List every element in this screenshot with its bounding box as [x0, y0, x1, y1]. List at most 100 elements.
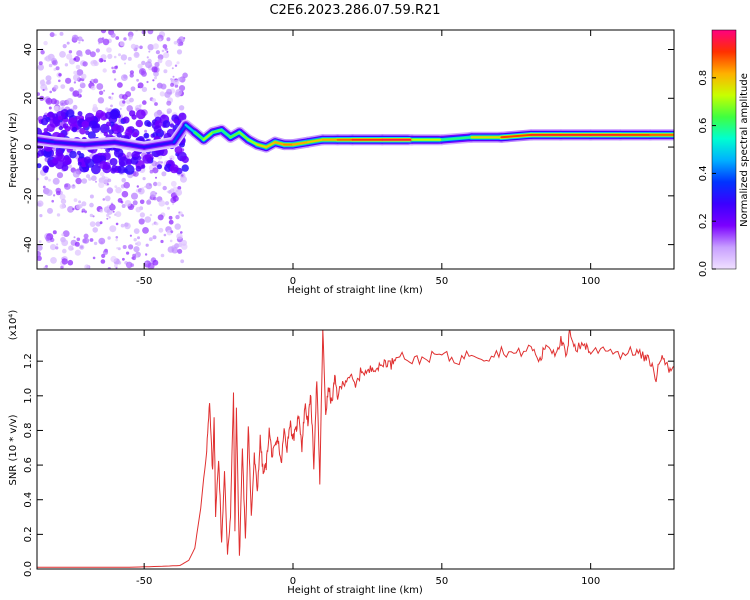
spectrogram-x-label: Height of straight line (km) — [287, 285, 423, 296]
noise-cell — [147, 30, 154, 35]
noise-core-cell — [173, 118, 179, 124]
noise-cell — [112, 69, 116, 74]
noise-core-cell — [66, 109, 75, 118]
noise-cell — [162, 185, 167, 191]
noise-cell — [108, 216, 111, 219]
noise-cell — [59, 51, 66, 58]
noise-cell — [106, 213, 110, 217]
ridge-segment — [172, 124, 187, 144]
noise-cell — [50, 98, 57, 105]
noise-cell — [139, 104, 142, 107]
noise-cell — [119, 41, 125, 47]
noise-cell — [115, 36, 120, 40]
noise-cell — [154, 61, 160, 68]
x-tick-label: -50 — [136, 276, 152, 287]
noise-cell — [56, 213, 61, 217]
noise-cell — [108, 96, 112, 99]
noise-cell — [104, 195, 111, 202]
noise-cell — [77, 88, 83, 94]
noise-cell — [81, 178, 88, 184]
noise-cell — [85, 49, 91, 55]
noise-cell — [114, 263, 118, 268]
noise-cell — [135, 206, 142, 213]
noise-cell — [92, 103, 98, 109]
noise-cell — [153, 111, 161, 118]
noise-cell — [170, 230, 174, 234]
noise-cell — [89, 221, 96, 228]
colorbar-tick-label: 0.2 — [698, 213, 709, 229]
noise-cell — [141, 60, 146, 66]
noise-cell — [64, 63, 69, 67]
x-tick-label: 0 — [290, 276, 296, 287]
noise-cell — [137, 236, 140, 240]
noise-cell — [162, 44, 168, 49]
noise-cell — [151, 66, 158, 73]
noise-cell — [152, 167, 159, 174]
noise-cell — [133, 228, 140, 235]
noise-cell — [47, 207, 53, 214]
noise-core-cell — [111, 165, 119, 172]
ridge-segment — [265, 141, 277, 149]
noise-core-cell — [84, 112, 95, 123]
noise-cell — [95, 180, 97, 183]
noise-core-cell — [131, 114, 137, 120]
noise-cell — [182, 72, 188, 79]
noise-cell — [158, 227, 164, 233]
y-tick-label: 0.0 — [23, 561, 34, 577]
snr-y-axis: 0.0 0.2 0.4 0.6 0.8 1.0 1.2 — [23, 353, 674, 577]
noise-cell — [129, 234, 132, 237]
noise-cell — [126, 251, 130, 255]
noise-core-cell — [124, 164, 135, 175]
noise-cell — [131, 192, 138, 200]
noise-cell — [154, 76, 157, 80]
noise-cell — [58, 79, 61, 83]
colorbar: 0.0 0.2 0.4 0.6 0.8 Normalized spectral ampl… — [698, 29, 750, 277]
noise-cell — [142, 177, 146, 181]
noise-cell — [100, 30, 107, 34]
noise-cell — [79, 53, 83, 57]
colorbar-tick-label: 0.8 — [698, 70, 709, 86]
noise-cell — [68, 164, 73, 169]
noise-cell — [76, 237, 81, 242]
noise-cell — [49, 90, 52, 94]
noise-cell — [122, 100, 126, 104]
noise-cell — [177, 248, 183, 254]
noise-cell — [62, 230, 70, 238]
noise-cell — [75, 64, 81, 70]
noise-cell — [111, 92, 114, 95]
noise-cell — [172, 75, 175, 78]
noise-cell — [117, 82, 123, 88]
noise-cell — [53, 68, 57, 71]
noise-cell — [139, 212, 145, 218]
x-tick-label: 0 — [290, 576, 296, 587]
noise-cell — [146, 199, 152, 205]
noise-cell — [74, 56, 80, 62]
noise-cell — [60, 265, 64, 269]
noise-cell — [114, 213, 117, 216]
noise-cell — [139, 199, 145, 205]
noise-cell — [155, 222, 159, 226]
snr-x-label: Height of straight line (km) — [287, 585, 423, 596]
noise-cell — [38, 61, 43, 66]
noise-cell — [140, 189, 144, 193]
noise-cell — [114, 185, 118, 189]
noise-cell — [177, 42, 182, 47]
noise-core-cell — [109, 158, 118, 166]
noise-core-cell — [116, 132, 122, 138]
snr-panel: -50 0 50 100 0.0 0.2 0.4 0.6 0.8 1.0 1.2 Height o… — [8, 310, 675, 596]
colorbar-ticks: 0.0 0.2 0.4 0.6 0.8 — [698, 70, 716, 277]
noise-cell — [83, 233, 89, 239]
noise-cell — [45, 189, 53, 197]
noise-cell — [180, 259, 185, 264]
noise-cell — [99, 171, 105, 177]
noise-cell — [170, 180, 177, 187]
noise-core-cell — [37, 149, 45, 157]
noise-cell — [165, 59, 173, 67]
noise-cell — [76, 204, 82, 210]
noise-cell — [72, 207, 75, 211]
noise-cell — [66, 41, 70, 45]
noise-cell — [134, 51, 140, 57]
noise-cell — [61, 239, 69, 247]
noise-cell — [173, 79, 179, 86]
noise-cell — [157, 58, 163, 64]
